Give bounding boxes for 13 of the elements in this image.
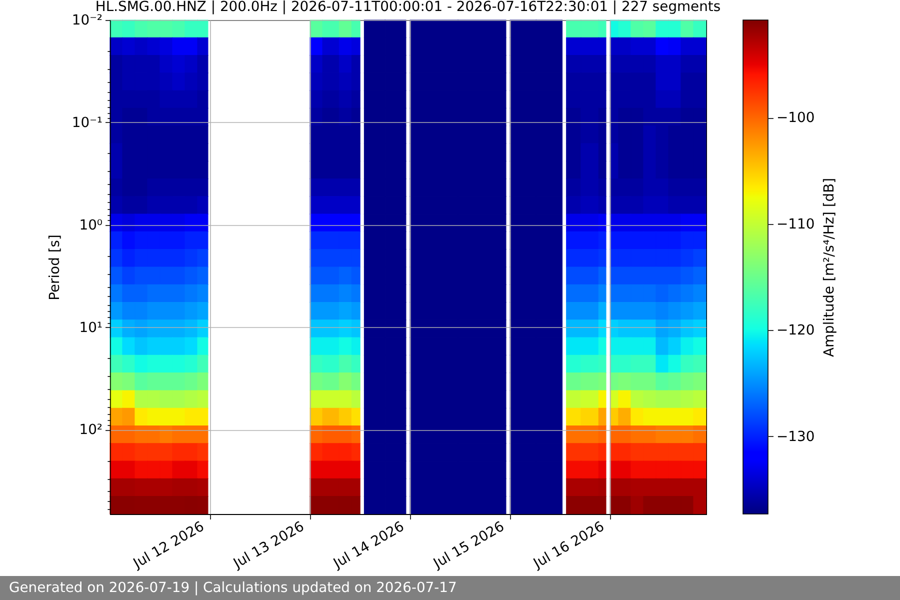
y-axis-title: Period [s]	[46, 234, 63, 300]
y-tick-label: 10²	[79, 422, 102, 438]
color-bar-label: −110	[776, 216, 815, 232]
color-bar-label: −130	[776, 428, 815, 445]
chart-title: HL.SMG.00.HNZ | 200.0Hz | 2026-07-11T00:00:01 - 2026-07-16T22:30:01 | 227 segments	[95, 0, 721, 15]
color-bar-label: −120	[776, 322, 815, 339]
y-tick-label: 10⁻¹	[72, 114, 102, 131]
color-bar-title: Amplitude [m²/s⁴/Hz] [dB]	[822, 178, 838, 358]
y-tick-label: 10⁻²	[72, 12, 102, 28]
y-tick-label: 10¹	[79, 320, 102, 336]
text: Generated on 2026-07-19 | Calculations updated on 2026-07-17	[9, 579, 457, 597]
y-tick-label: 10⁰	[79, 217, 103, 234]
color-bar-label: −100	[776, 110, 815, 126]
